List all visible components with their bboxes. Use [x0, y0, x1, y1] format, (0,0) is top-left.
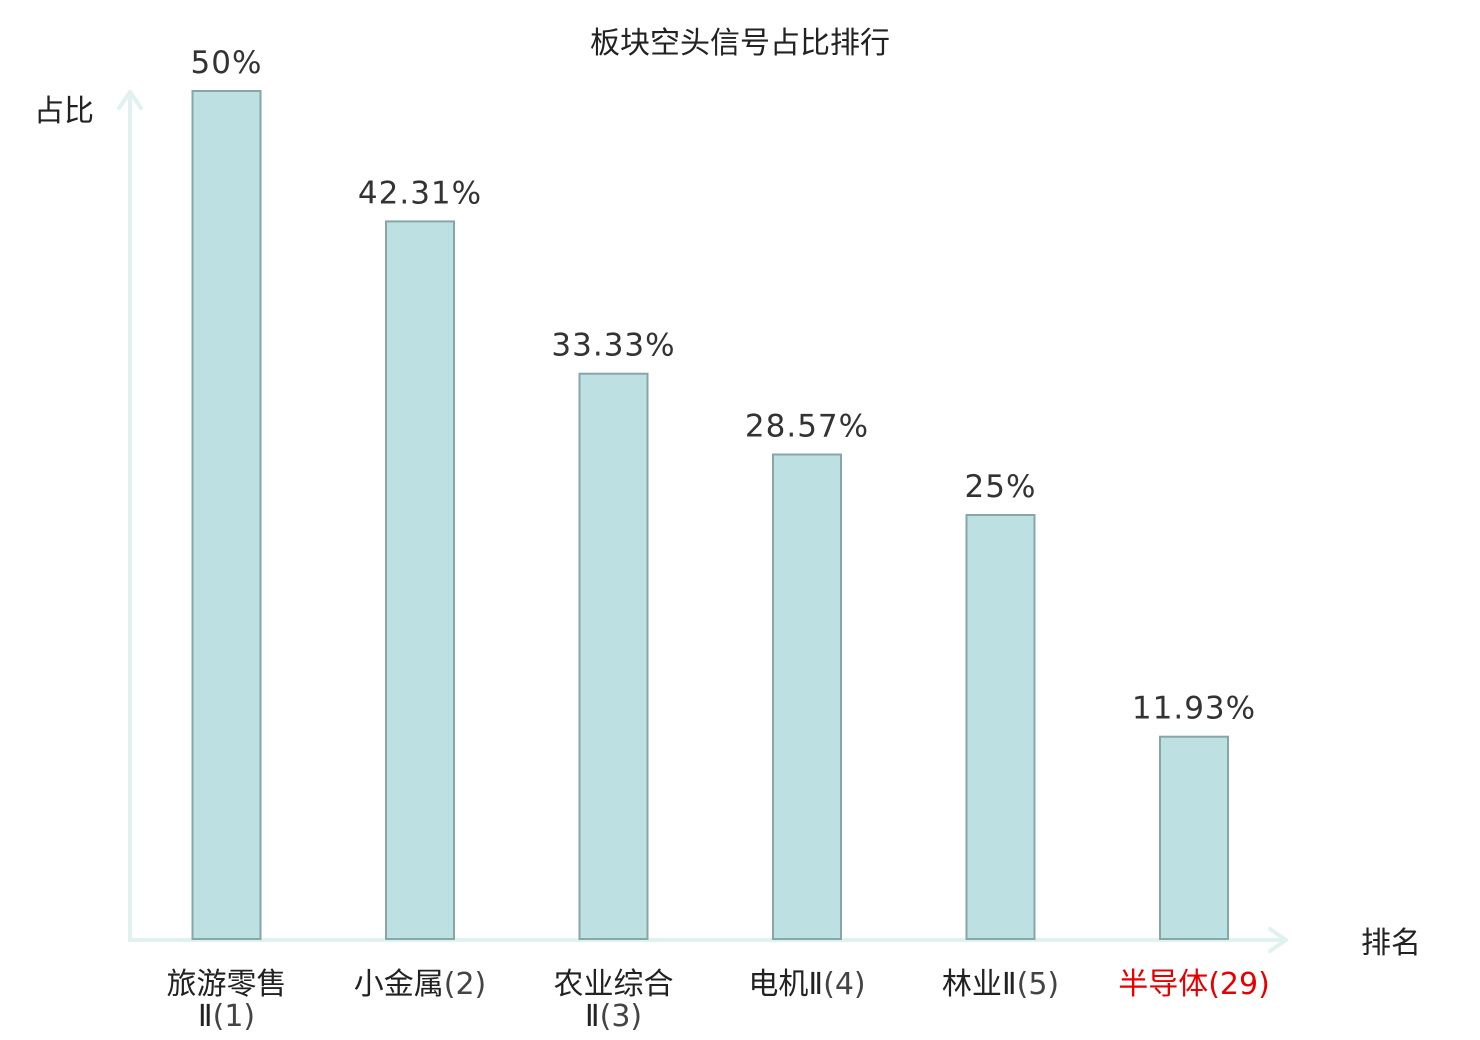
x-tick-label: 电机Ⅱ(4)	[748, 967, 865, 1002]
bar-series: 50% 旅游零售 Ⅱ(1) 42.31% 小金属(2) 33.33% 农业综合 Ⅱ(3) 28.…	[167, 45, 1270, 1034]
x-tick-label: 农业综合 Ⅱ(3)	[554, 967, 674, 1034]
x-axis-arrow	[1268, 927, 1288, 953]
bar-value-label: 28.57%	[745, 409, 869, 445]
bar	[1159, 735, 1229, 941]
y-axis-label: 占比	[34, 94, 94, 129]
x-tick-label: 旅游零售 Ⅱ(1)	[167, 967, 287, 1034]
bar-value-label: 42.31%	[358, 175, 482, 211]
x-tick-label: 半导体(29)	[1118, 967, 1270, 1002]
x-axis-label: 排名	[1361, 926, 1421, 961]
bar	[191, 90, 262, 940]
bar-value-label: 11.93%	[1132, 691, 1256, 727]
chart-title: 板块空头信号占比排行	[590, 26, 890, 61]
y-axis-arrow	[117, 90, 143, 110]
bar-value-label: 50%	[191, 45, 263, 81]
x-tick-label: 林业Ⅱ(5)	[942, 967, 1059, 1002]
bar	[965, 514, 1036, 940]
bar	[772, 453, 842, 940]
bar	[385, 220, 455, 940]
bar-value-label: 25%	[965, 469, 1037, 505]
bar-value-label: 33.33%	[551, 328, 675, 364]
bar	[578, 372, 649, 940]
x-tick-label: 小金属(2)	[354, 967, 487, 1002]
